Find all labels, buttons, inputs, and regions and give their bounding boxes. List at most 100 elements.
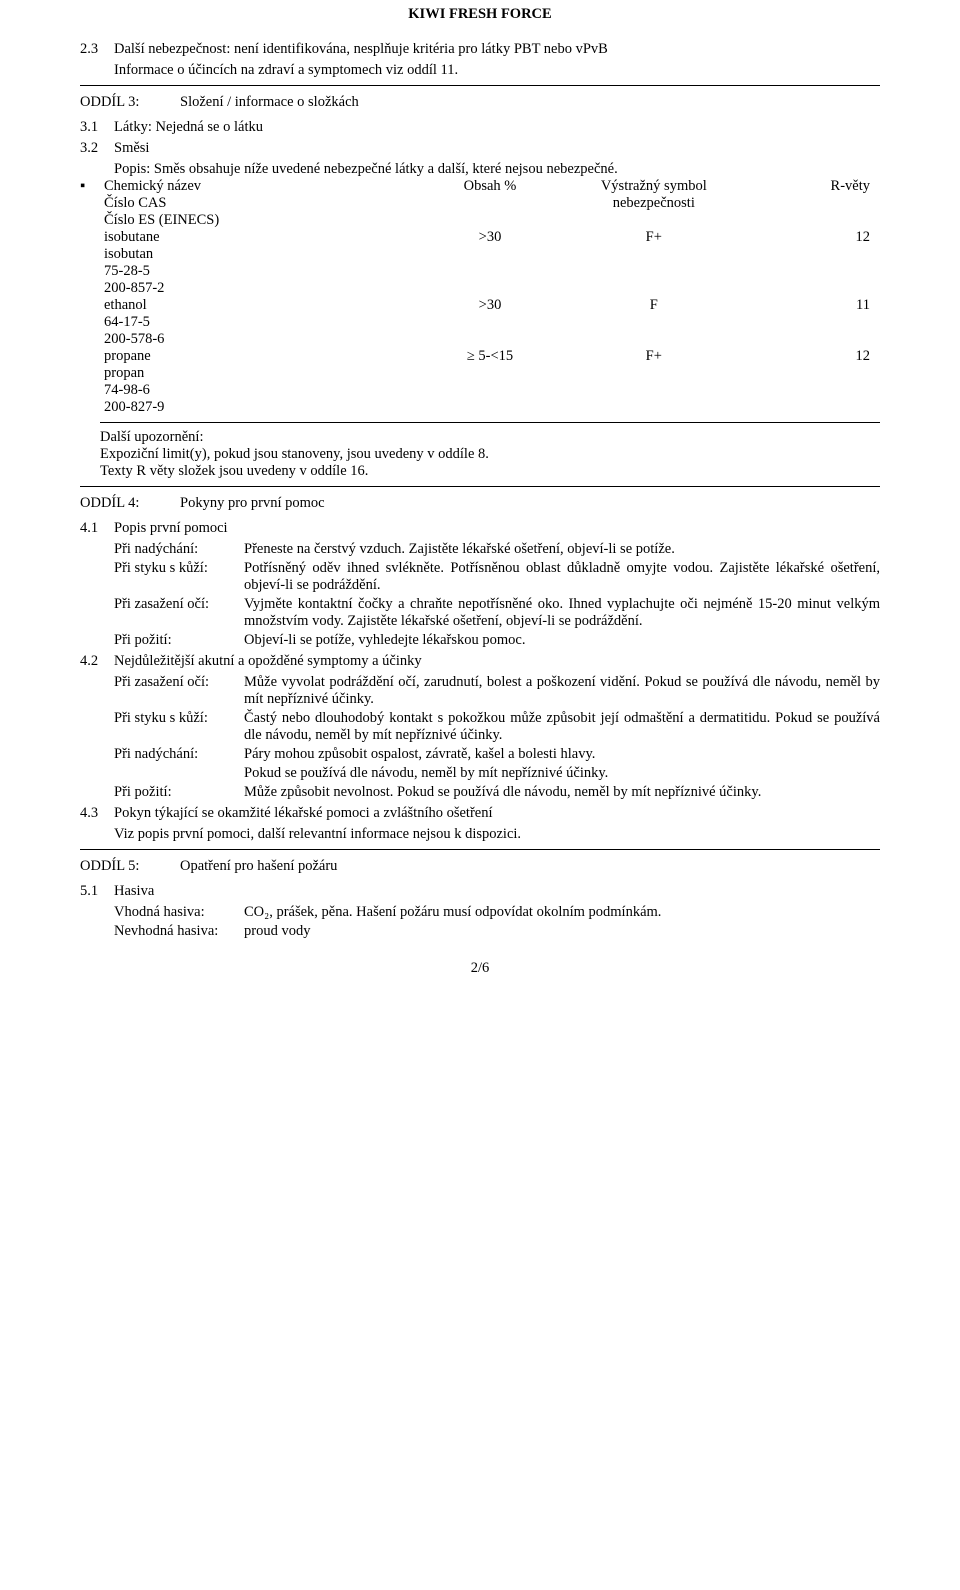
table-header-row-2: Číslo CAS nebezpečnosti xyxy=(100,195,880,212)
num-4-2: 4.2 xyxy=(80,653,114,670)
num-5-1: 5.1 xyxy=(80,883,114,900)
num-3-2: 3.2 xyxy=(80,140,114,157)
term-kuze: Při styku s kůží: xyxy=(114,560,244,594)
title-3-2: Směsi xyxy=(114,140,880,157)
composition-block: ▪ Chemický název Obsah % Výstražný symbo… xyxy=(80,178,880,480)
row-4-3: 4.3 Pokyn týkající se okamžité lékařské … xyxy=(80,805,880,822)
def-row: Při styku s kůží: Častý nebo dlouhodobý … xyxy=(114,710,880,744)
composition-table: Chemický název Obsah % Výstražný symbol … xyxy=(100,178,880,416)
c1-r: 12 xyxy=(740,229,880,246)
term-poziti: Při požití: xyxy=(114,632,244,649)
term-nadychani-2: Při nadýchání: xyxy=(114,746,244,763)
c1-name: isobutane xyxy=(100,229,412,246)
hdr-cas: Číslo CAS xyxy=(100,195,412,212)
term-nevhodna: Nevhodná hasiva: xyxy=(114,923,244,940)
divider xyxy=(80,849,880,850)
table-row: propan xyxy=(100,365,880,382)
title-4-3: Pokyn týkající se okamžité lékařské pomo… xyxy=(114,805,880,822)
c2-cas: 64-17-5 xyxy=(100,314,412,331)
title-5-1: Hasiva xyxy=(114,883,880,900)
row-3-1: 3.1 Látky: Nejedná se o látku xyxy=(80,119,880,136)
num-4-3: 4.3 xyxy=(80,805,114,822)
table-row: isobutane >30 F+ 12 xyxy=(100,229,880,246)
val-nadychani: Přeneste na čerstvý vzduch. Zajistěte lé… xyxy=(244,541,880,558)
divider xyxy=(80,486,880,487)
oddil5-label: ODDÍL 5: xyxy=(80,858,180,875)
def-row: Při požití: Může způsobit nevolnost. Pok… xyxy=(114,784,880,801)
row-4-1: 4.1 Popis první pomoci xyxy=(80,520,880,537)
upozorneni-1: Expoziční limit(y), pokud jsou stanoveny… xyxy=(100,446,880,463)
page: KIWI FRESH FORCE 2.3 Další nebezpečnost:… xyxy=(0,0,960,997)
table-row: propane ≥ 5-<15 F+ 12 xyxy=(100,348,880,365)
val-nevhodna: proud vody xyxy=(244,923,880,940)
term-nadychani: Při nadýchání: xyxy=(114,541,244,558)
popis-3-2: Popis: Směs obsahuje níže uvedené nebezp… xyxy=(114,161,880,178)
num-4-1: 4.1 xyxy=(80,520,114,537)
title-4-1: Popis první pomoci xyxy=(114,520,880,537)
title-4-2: Nejdůležitější akutní a opožděné symptom… xyxy=(114,653,880,670)
c3-es: 200-827-9 xyxy=(100,399,412,416)
c3-sym: F+ xyxy=(568,348,740,365)
table-header-row-3: Číslo ES (EINECS) xyxy=(100,212,880,229)
c3-cz: propan xyxy=(100,365,412,382)
table-row: 75-28-5 xyxy=(100,263,880,280)
val-poziti: Objeví-li se potíže, vyhledejte lékařsko… xyxy=(244,632,880,649)
c3-r: 12 xyxy=(740,348,880,365)
def-row: Vhodná hasiva: CO₂, prášek, pěna. Hašení… xyxy=(114,904,880,921)
section-3-header: ODDÍL 3: Složení / informace o složkách xyxy=(80,94,880,111)
val-oci-2: Může vyvolat podráždění očí, zarudnutí, … xyxy=(244,674,880,708)
row-5-1: 5.1 Hasiva xyxy=(80,883,880,900)
c3-obsah: ≥ 5-<15 xyxy=(412,348,568,365)
val-oci: Vyjměte kontaktní čočky a chraňte nepotř… xyxy=(244,596,880,630)
c2-obsah: >30 xyxy=(412,297,568,314)
term-kuze-2: Při styku s kůží: xyxy=(114,710,244,744)
num-3-1: 3.1 xyxy=(80,119,114,136)
c2-r: 11 xyxy=(740,297,880,314)
def-row: Při požití: Objeví-li se potíže, vyhlede… xyxy=(114,632,880,649)
val-poziti-2: Může způsobit nevolnost. Pokud se použív… xyxy=(244,784,880,801)
num-2-3: 2.3 xyxy=(80,41,114,58)
def-row: Nevhodná hasiva: proud vody xyxy=(114,923,880,940)
c1-cz: isobutan xyxy=(100,246,412,263)
text-3-1: Látky: Nejedná se o látku xyxy=(114,119,880,136)
oddil5-title: Opatření pro hašení požáru xyxy=(180,858,337,875)
def-row: Pokud se používá dle návodu, neměl by mí… xyxy=(114,765,880,782)
hdr-sym2: nebezpečnosti xyxy=(568,195,740,212)
row-2-3: 2.3 Další nebezpečnost: není identifikov… xyxy=(80,41,880,58)
def-row: Při zasažení očí: Vyjměte kontaktní čočk… xyxy=(114,596,880,630)
val-nadychani-2: Páry mohou způsobit ospalost, závratě, k… xyxy=(244,746,880,763)
divider xyxy=(80,85,880,86)
text-4-3: Viz popis první pomoci, další relevantní… xyxy=(114,826,880,843)
def-row: Při styku s kůží: Potřísněný oděv ihned … xyxy=(114,560,880,594)
page-number: 2/6 xyxy=(80,960,880,977)
table-header-row: Chemický název Obsah % Výstražný symbol … xyxy=(100,178,880,195)
def-row: Při nadýchání: Páry mohou způsobit ospal… xyxy=(114,746,880,763)
oddil3-title: Složení / informace o složkách xyxy=(180,94,359,111)
oddil4-label: ODDÍL 4: xyxy=(80,495,180,512)
hdr-chem: Chemický název xyxy=(100,178,412,195)
table-row: 200-827-9 xyxy=(100,399,880,416)
c2-es: 200-578-6 xyxy=(100,331,412,348)
oddil3-label: ODDÍL 3: xyxy=(80,94,180,111)
val-kuze: Potřísněný oděv ihned svlékněte. Potřísn… xyxy=(244,560,880,594)
c1-es: 200-857-2 xyxy=(100,280,412,297)
hdr-r: R-věty xyxy=(740,178,880,195)
c3-name: propane xyxy=(100,348,412,365)
upozorneni-2: Texty R věty složek jsou uvedeny v oddíl… xyxy=(100,463,880,480)
doc-title: KIWI FRESH FORCE xyxy=(80,0,880,37)
table-row: isobutan xyxy=(100,246,880,263)
def-row: Při nadýchání: Přeneste na čerstvý vzduc… xyxy=(114,541,880,558)
hdr-es: Číslo ES (EINECS) xyxy=(100,212,412,229)
c3-cas: 74-98-6 xyxy=(100,382,412,399)
table-row: 200-857-2 xyxy=(100,280,880,297)
term-poziti-2: Při požití: xyxy=(114,784,244,801)
c1-obsah: >30 xyxy=(412,229,568,246)
term-oci-2: Při zasažení očí: xyxy=(114,674,244,708)
row-3-2: 3.2 Směsi xyxy=(80,140,880,157)
term-oci: Při zasažení očí: xyxy=(114,596,244,630)
text-2-3: Další nebezpečnost: není identifikována,… xyxy=(114,41,880,58)
table-row: 200-578-6 xyxy=(100,331,880,348)
c1-cas: 75-28-5 xyxy=(100,263,412,280)
val-kuze-2: Častý nebo dlouhodobý kontakt s pokožkou… xyxy=(244,710,880,744)
table-row: 64-17-5 xyxy=(100,314,880,331)
